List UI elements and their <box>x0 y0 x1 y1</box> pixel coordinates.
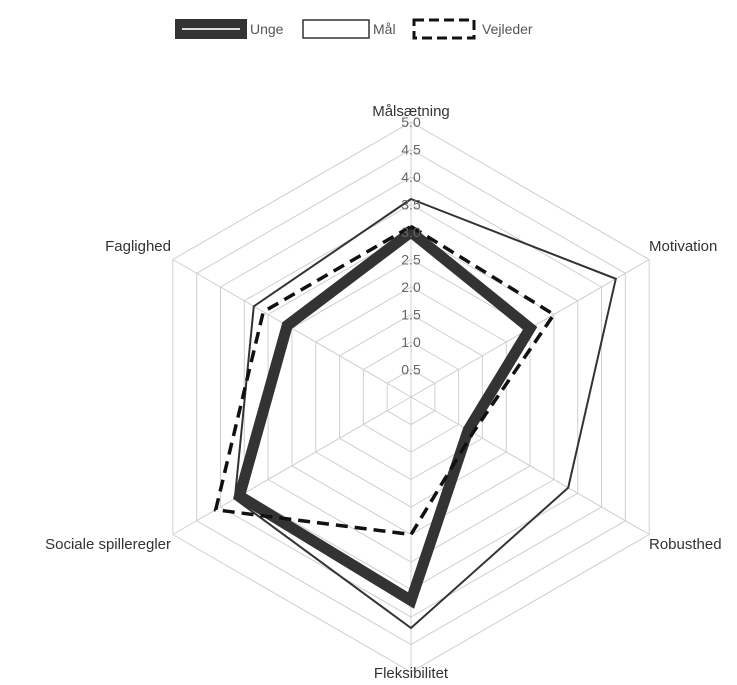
axis-label-maalsaetning: Målsætning <box>372 103 450 120</box>
tick-label-8: 4.5 <box>401 142 421 158</box>
tick-label-9: 5.0 <box>401 114 421 130</box>
tick-label-2: 1.5 <box>401 307 421 323</box>
tick-label-3: 2.0 <box>401 279 421 295</box>
axis-label-motivation: Motivation <box>649 238 717 255</box>
series-maal <box>233 197 617 630</box>
series-unge <box>233 225 538 609</box>
legend-item-vejleder: Vejleder <box>412 18 533 40</box>
tick-label-6: 3.5 <box>401 197 421 213</box>
legend-label-vejleder: Vejleder <box>482 21 533 37</box>
tick-label-7: 4.0 <box>401 169 421 185</box>
radar-series <box>213 197 617 630</box>
grid-spoke-robusthed <box>410 396 650 535</box>
legend-label-unge: Unge <box>250 21 284 37</box>
legend-swatch-vejleder <box>412 18 476 40</box>
tick-label-0: 0.5 <box>401 362 421 378</box>
legend: Unge Mål Vejleder <box>175 18 533 40</box>
tick-label-1: 1.0 <box>401 334 421 350</box>
axis-labels: Målsætning Motivation Robusthed Fleksibi… <box>45 103 721 682</box>
tick-label-5: 3.0 <box>401 224 421 240</box>
axis-label-faglighed: Faglighed <box>105 238 171 255</box>
legend-label-maal: Mål <box>373 21 396 37</box>
legend-swatch-maal <box>302 19 370 39</box>
legend-item-maal: Mål <box>302 19 396 39</box>
axis-label-robusthed: Robusthed <box>649 536 722 553</box>
grid-spoke-sociale-spilleregler <box>172 396 412 535</box>
legend-item-unge: Unge <box>175 19 284 39</box>
tick-label-4: 2.5 <box>401 252 421 268</box>
radar-grid <box>172 121 650 673</box>
axis-label-fleksibilitet: Fleksibilitet <box>374 665 449 682</box>
axis-label-sociale-spilleregler: Sociale spilleregler <box>45 536 171 553</box>
radial-tick-labels: 0.5 1.0 1.5 2.0 2.5 3.0 3.5 4.0 4.5 5.0 <box>401 114 421 378</box>
